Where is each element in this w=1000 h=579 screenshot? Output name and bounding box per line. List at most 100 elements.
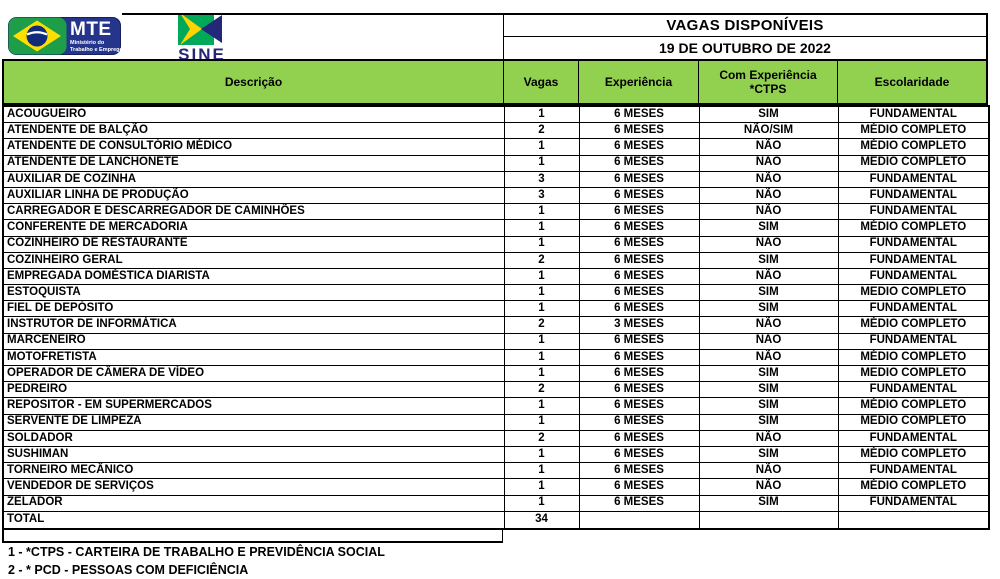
cell-escolaridade: MÉDIO COMPLETO [837, 219, 990, 237]
sine-logo: SINE [170, 13, 234, 68]
cell-ctps: SIM [698, 413, 839, 431]
cell-ctps: SIM [698, 397, 839, 415]
mte-logo-text: MTE [70, 19, 112, 40]
empty-bottom-row [2, 528, 503, 543]
page-title: VAGAS DISPONÍVEIS [504, 15, 986, 37]
footnote-pcd: 2 - * PCD - PESSOAS COM DEFICIÊNCIA [8, 563, 249, 577]
cell-escolaridade: MÉDIO COMPLETO [837, 478, 990, 496]
cell-vagas: 1 [503, 235, 580, 253]
cell-escolaridade: MÉDIO COMPLETO [837, 154, 990, 172]
cell-escolaridade: FUNDAMENTAL [837, 462, 990, 480]
cell-escolaridade: FUNDAMENTAL [837, 235, 990, 253]
cell-escolaridade: MÉDIO COMPLETO [837, 138, 990, 156]
table-row: ATENDENTE DE BALÇÃO 2 6 MESES NÃO/SIM MÉ… [2, 122, 990, 140]
cell-ctps: NÃO [698, 154, 839, 172]
cell-vagas: 1 [503, 364, 580, 383]
table-row: INSTRUTOR DE INFORMÁTICA 2 3 MESES NÃO M… [2, 316, 990, 334]
cell-experiencia: 6 MESES [578, 186, 700, 205]
total-label: TOTAL [2, 510, 505, 530]
cell-escolaridade: MÉDIO COMPLETO [837, 445, 990, 464]
cell-descricao: FIEL DE DEPÓSITO [2, 300, 505, 318]
table-row: EMPREGADA DOMÉSTICA DIARISTA 1 6 MESES N… [2, 267, 990, 286]
cell-ctps: NÃO [698, 348, 839, 367]
sine-flag-icon [178, 13, 222, 45]
cell-escolaridade: MÉDIO COMPLETO [837, 122, 990, 140]
column-header-descricao: Descrição [224, 74, 283, 89]
cell-experiencia: 6 MESES [578, 494, 700, 512]
table-row: TORNEIRO MECÂNICO 1 6 MESES NÃO FUNDAMEN… [2, 462, 990, 480]
cell-ctps: NÃO [698, 170, 839, 188]
cell-descricao: ATENDENTE DE LANCHONETE [2, 154, 505, 172]
cell-vagas: 1 [503, 397, 580, 415]
cell-vagas: 2 [503, 429, 580, 447]
column-header-com-experiencia-line1: Com Experiência [719, 67, 817, 82]
table-row: ACOUGUEIRO 1 6 MESES SIM FUNDAMENTAL [2, 105, 990, 124]
mte-logo-subtext-2: Trabalho e Emprego [70, 47, 123, 53]
column-header-row: Descrição Vagas Experiência Com Experiên… [2, 59, 988, 105]
cell-ctps: NÃO [698, 186, 839, 205]
cell-vagas: 2 [503, 122, 580, 140]
cell-experiencia: 6 MESES [578, 300, 700, 318]
cell-descricao: VENDEDOR DE SERVIÇOS [2, 478, 505, 496]
cell-descricao: MOTOFRETISTA [2, 348, 505, 367]
table-row: CARREGADOR E DESCARREGADOR DE CAMINHÕES … [2, 203, 990, 221]
footnote-ctps: 1 - *CTPS - CARTEIRA DE TRABALHO E PREVI… [8, 545, 385, 559]
cell-descricao: SUSHIMAN [2, 445, 505, 464]
table-row: COZINHEIRO DE RESTAURANTE 1 6 MESES NÃO … [2, 235, 990, 253]
cell-vagas: 2 [503, 316, 580, 334]
total-ctps-empty [698, 510, 839, 530]
cell-vagas: 1 [503, 478, 580, 496]
table-row: FIEL DE DEPÓSITO 1 6 MESES SIM FUNDAMENT… [2, 300, 990, 318]
table-row: VENDEDOR DE SERVIÇOS 1 6 MESES NÃO MÉDIO… [2, 478, 990, 496]
cell-ctps: SIM [698, 284, 839, 302]
cell-experiencia: 6 MESES [578, 429, 700, 447]
cell-descricao: COZINHEIRO GERAL [2, 251, 505, 269]
cell-escolaridade: FUNDAMENTAL [837, 170, 990, 188]
mte-logo: MTE Ministério do Trabalho e Emprego [8, 17, 123, 55]
vacancies-table: ACOUGUEIRO 1 6 MESES SIM FUNDAMENTAL ATE… [2, 105, 990, 530]
cell-vagas: 1 [503, 267, 580, 286]
cell-descricao: COZINHEIRO DE RESTAURANTE [2, 235, 505, 253]
cell-experiencia: 3 MESES [578, 316, 700, 334]
cell-experiencia: 6 MESES [578, 397, 700, 415]
cell-ctps: NÃO [698, 203, 839, 221]
cell-vagas: 3 [503, 186, 580, 205]
cell-descricao: SOLDADOR [2, 429, 505, 447]
cell-descricao: ESTOQUISTA [2, 284, 505, 302]
vacancy-table-body: ACOUGUEIRO 1 6 MESES SIM FUNDAMENTAL ATE… [2, 105, 990, 530]
table-row: CONFERENTE DE MERCADORIA 1 6 MESES SIM M… [2, 219, 990, 237]
cell-descricao: AUXILIAR DE COZINHA [2, 170, 505, 188]
cell-vagas: 1 [503, 413, 580, 431]
mte-logo-subtext-1: Ministério do [70, 40, 105, 46]
cell-descricao: SERVENTE DE LIMPEZA [2, 413, 505, 431]
cell-ctps: NÃO [698, 478, 839, 496]
cell-ctps: NÃO [698, 235, 839, 253]
cell-escolaridade: FUNDAMENTAL [837, 300, 990, 318]
table-row: OPERADOR DE CÂMERA DE VÍDEO 1 6 MESES SI… [2, 364, 990, 383]
cell-escolaridade: MÉDIO COMPLETO [837, 316, 990, 334]
column-header-escolaridade: Escolaridade [837, 61, 986, 103]
cell-experiencia: 6 MESES [578, 332, 700, 350]
cell-experiencia: 6 MESES [578, 462, 700, 480]
cell-experiencia: 6 MESES [578, 348, 700, 367]
cell-vagas: 1 [503, 154, 580, 172]
cell-ctps: SIM [698, 251, 839, 269]
table-row: MOTOFRETISTA 1 6 MESES NÃO MÉDIO COMPLET… [2, 348, 990, 367]
cell-vagas: 1 [503, 348, 580, 367]
cell-descricao: ATENDENTE DE CONSULTÓRIO MÉDICO [2, 138, 505, 156]
cell-ctps: NÃO [698, 267, 839, 286]
cell-vagas: 1 [503, 332, 580, 350]
cell-experiencia: 6 MESES [578, 251, 700, 269]
cell-descricao: PEDREIRO [2, 381, 505, 399]
cell-experiencia: 6 MESES [578, 364, 700, 383]
cell-ctps: SIM [698, 494, 839, 512]
cell-ctps: SIM [698, 300, 839, 318]
total-escolaridade-empty [837, 510, 990, 530]
column-header-com-experiencia: Com Experiência *CTPS [698, 61, 837, 103]
cell-descricao: ZELADOR [2, 494, 505, 512]
cell-experiencia: 6 MESES [578, 381, 700, 399]
page-date: 19 DE OUTUBRO DE 2022 [659, 39, 831, 56]
cell-vagas: 1 [503, 105, 580, 124]
column-header-com-experiencia-line2: *CTPS [749, 82, 787, 96]
